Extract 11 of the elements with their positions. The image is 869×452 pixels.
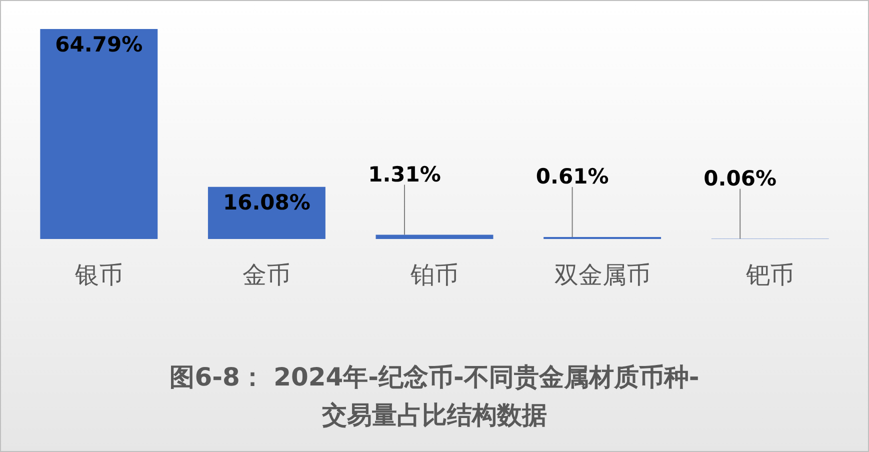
- data-label: 1.31%: [368, 162, 441, 186]
- x-tick-label: 银币: [74, 261, 123, 289]
- text: 图6-8： 2024年-纪念币-不同贵金属材质币种-交易量占比结构数据: [170, 362, 700, 430]
- data-label: 64.79%: [55, 32, 143, 56]
- x-tick-label: 钯币: [745, 261, 794, 289]
- x-tick-label: 金币: [242, 261, 291, 289]
- data-label: 0.61%: [536, 164, 609, 189]
- x-tick-label: 双金属币: [554, 261, 650, 289]
- data-label: 16.08%: [222, 190, 310, 214]
- data-label: 0.06%: [704, 166, 777, 190]
- x-tick-label: 铂币: [410, 261, 458, 289]
